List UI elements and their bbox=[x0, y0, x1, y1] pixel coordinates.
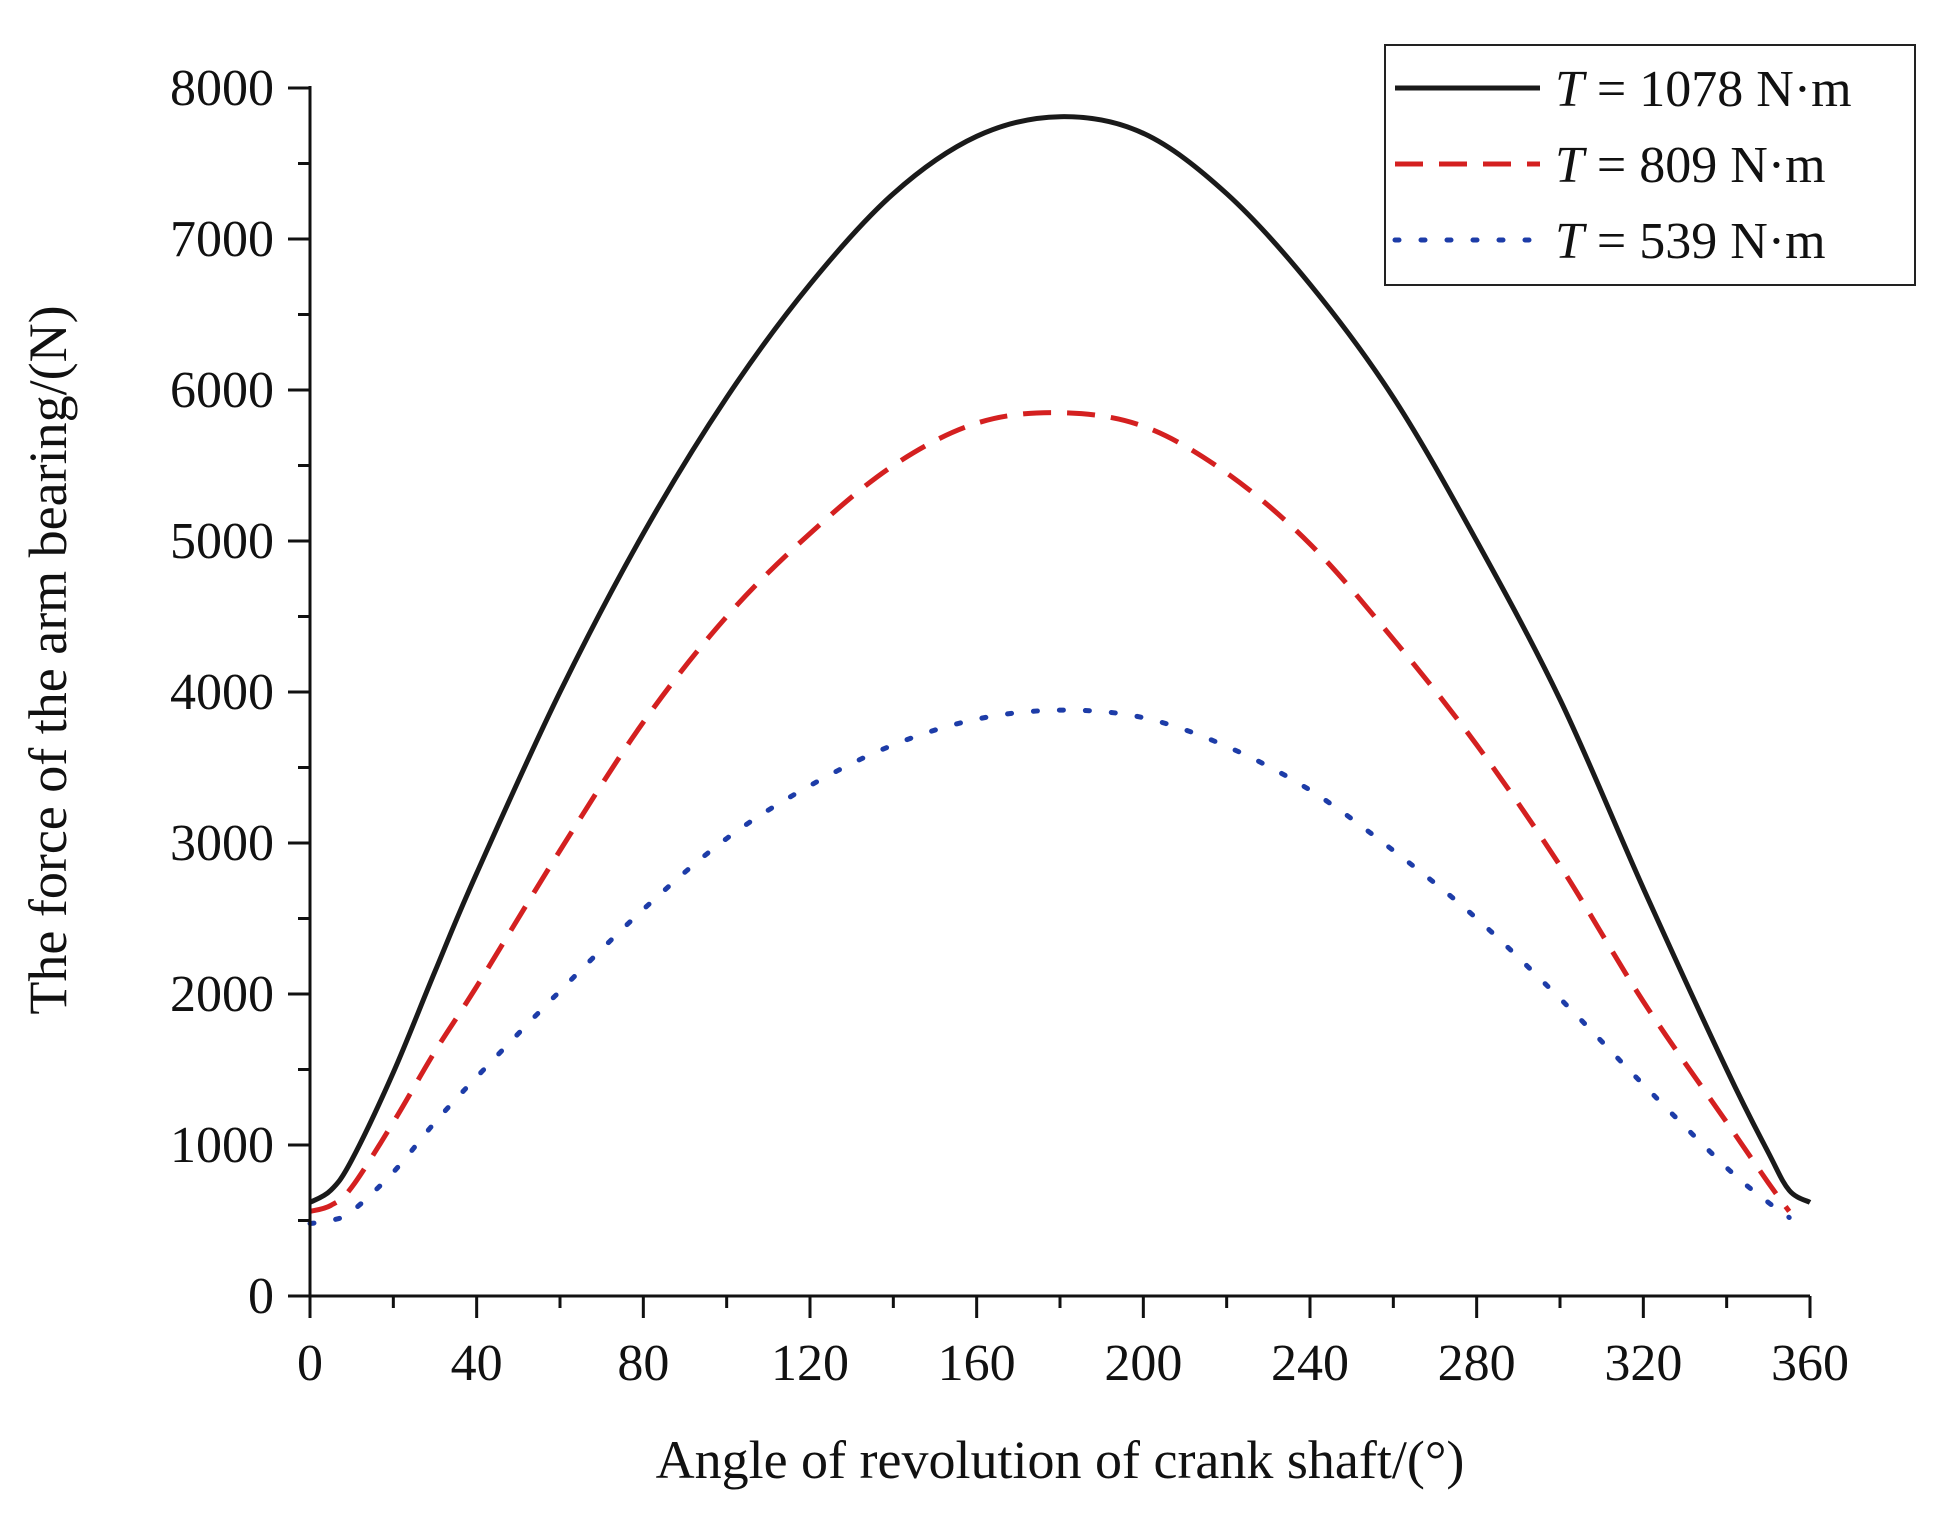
y-tick-label: 5000 bbox=[170, 513, 274, 570]
x-tick-label: 40 bbox=[451, 1335, 503, 1392]
legend-entry-1078: T = 1078 N·m bbox=[1395, 61, 1852, 118]
x-tick-label: 240 bbox=[1271, 1335, 1349, 1392]
x-tick-label: 160 bbox=[938, 1335, 1016, 1392]
y-tick-label: 8000 bbox=[170, 60, 274, 117]
x-tick-label: 0 bbox=[297, 1335, 323, 1392]
y-tick-label: 6000 bbox=[170, 362, 274, 419]
y-tick-label: 3000 bbox=[170, 815, 274, 872]
legend-label-809: T = 809 N·m bbox=[1555, 137, 1826, 194]
y-axis-title: The force of the arm bearing/(N) bbox=[18, 305, 78, 1014]
legend: T = 1078 N·m T = 809 N·m T = 539 N·m bbox=[1384, 44, 1916, 286]
y-tick-label: 4000 bbox=[170, 664, 274, 721]
x-tick-label: 120 bbox=[771, 1335, 849, 1392]
x-tick-label: 280 bbox=[1438, 1335, 1516, 1392]
legend-entry-539: T = 539 N·m bbox=[1392, 213, 1826, 270]
x-tick-label: 360 bbox=[1771, 1335, 1849, 1392]
x-tick-label: 200 bbox=[1104, 1335, 1182, 1392]
x-tick-label: 320 bbox=[1604, 1335, 1682, 1392]
y-tick-label: 2000 bbox=[170, 966, 274, 1023]
series-line-809 bbox=[309, 410, 1792, 1214]
x-axis-ticks: 0 40 80 120 160 200 240 280 320 360 bbox=[297, 1296, 1849, 1392]
x-tick-label: 80 bbox=[617, 1335, 669, 1392]
legend-label-1078: T = 1078 N·m bbox=[1555, 61, 1852, 118]
x-axis-title: Angle of revolution of crank shaft/(°) bbox=[656, 1430, 1465, 1490]
plot-lines bbox=[307, 114, 1812, 1226]
series-line-539 bbox=[307, 707, 1792, 1226]
legend-box bbox=[1384, 44, 1916, 286]
y-tick-label: 0 bbox=[248, 1268, 274, 1325]
y-tick-label: 1000 bbox=[170, 1117, 274, 1174]
y-tick-label: 7000 bbox=[170, 211, 274, 268]
series-line-1078 bbox=[308, 114, 1812, 1205]
y-axis-ticks: 0 1000 2000 3000 4000 5000 6000 7000 8000 bbox=[170, 60, 310, 1325]
legend-label-539: T = 539 N·m bbox=[1555, 213, 1826, 270]
legend-entry-809: T = 809 N·m bbox=[1395, 137, 1826, 194]
